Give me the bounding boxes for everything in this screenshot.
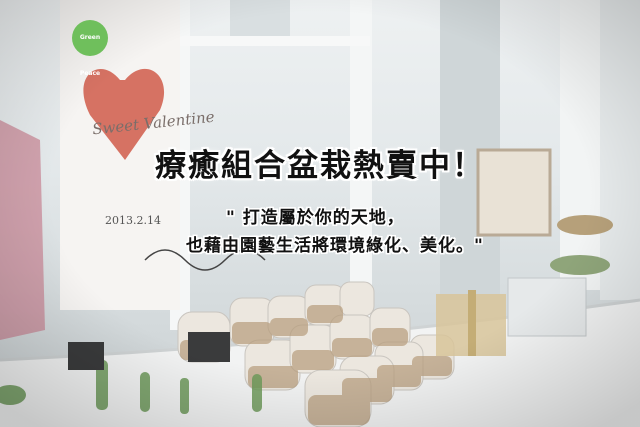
subline-2: 也藉由園藝生活將環境綠化、美化。": [186, 236, 484, 256]
card-date: 2013.2.14: [105, 214, 161, 227]
subline-1: " 打造屬於你的天地，: [226, 208, 405, 228]
card-badge: Green Peace: [72, 20, 108, 77]
headline: 療癒組合盆栽熱賣中！: [155, 148, 485, 184]
